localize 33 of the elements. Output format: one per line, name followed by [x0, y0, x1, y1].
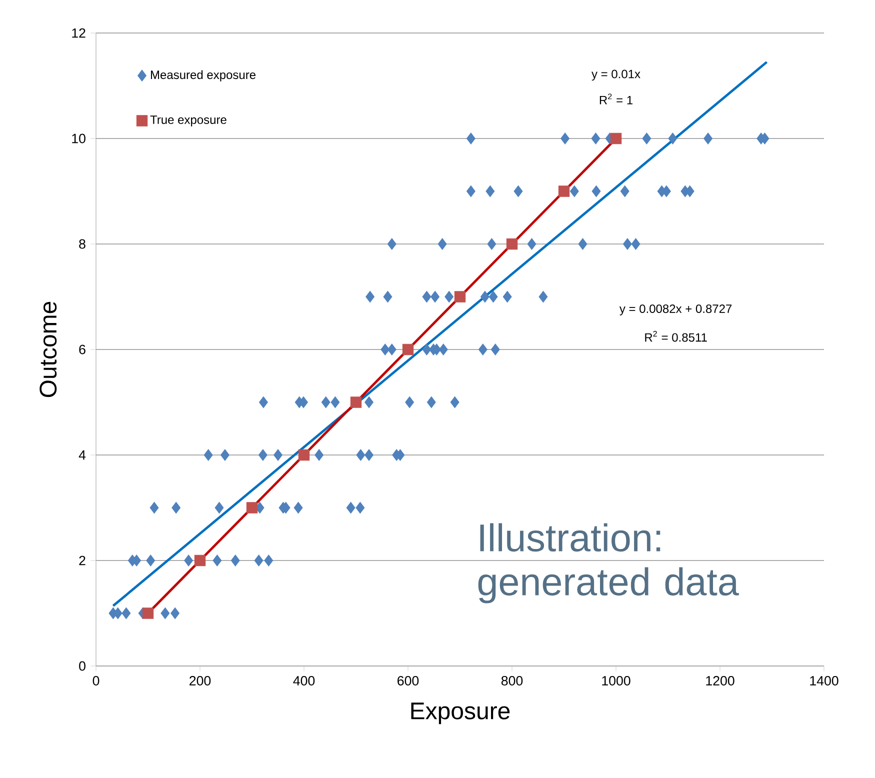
y-tick-label: 10	[72, 134, 86, 144]
x-tick-label: 400	[293, 676, 315, 686]
point	[506, 238, 518, 250]
annotation: y = 0.0082x + 0.8727	[619, 304, 732, 316]
point	[194, 554, 206, 566]
x-tick-label: 0	[92, 676, 100, 686]
x-tick-label: 200	[190, 676, 211, 686]
x-tick-label: 600	[398, 676, 419, 686]
legend-label: Measured exposure	[150, 70, 256, 82]
y-tick-label: 4	[78, 450, 86, 460]
annotation: Illustration: generated data	[478, 523, 739, 604]
y-tick-label: 0	[79, 661, 86, 671]
x-tick-label: 1400	[810, 676, 838, 686]
point	[402, 344, 414, 356]
y-tick-label: 8	[79, 239, 86, 249]
annotation: R$^{2}$ = 0.8511	[645, 330, 707, 342]
point	[454, 291, 466, 302]
point	[246, 502, 258, 514]
legend-label: True exposure	[150, 116, 226, 126]
x-tick-label: 800	[501, 676, 523, 686]
x-tick-label: 1200	[706, 676, 734, 686]
x-axis-title: Exposure	[411, 702, 510, 724]
y-tick-label: 12	[72, 28, 86, 38]
y-tick-label: 6	[79, 344, 86, 354]
y-axis-title: Outcome	[40, 302, 57, 398]
annotation: y = 0.01x	[592, 70, 640, 81]
x-tick-label: 1000	[602, 676, 630, 686]
point	[350, 396, 362, 408]
point	[298, 449, 310, 461]
point	[142, 608, 154, 619]
point	[558, 186, 570, 197]
y-tick-label: 2	[79, 556, 86, 566]
annotation: R$^{2}$ = 1	[600, 94, 632, 104]
